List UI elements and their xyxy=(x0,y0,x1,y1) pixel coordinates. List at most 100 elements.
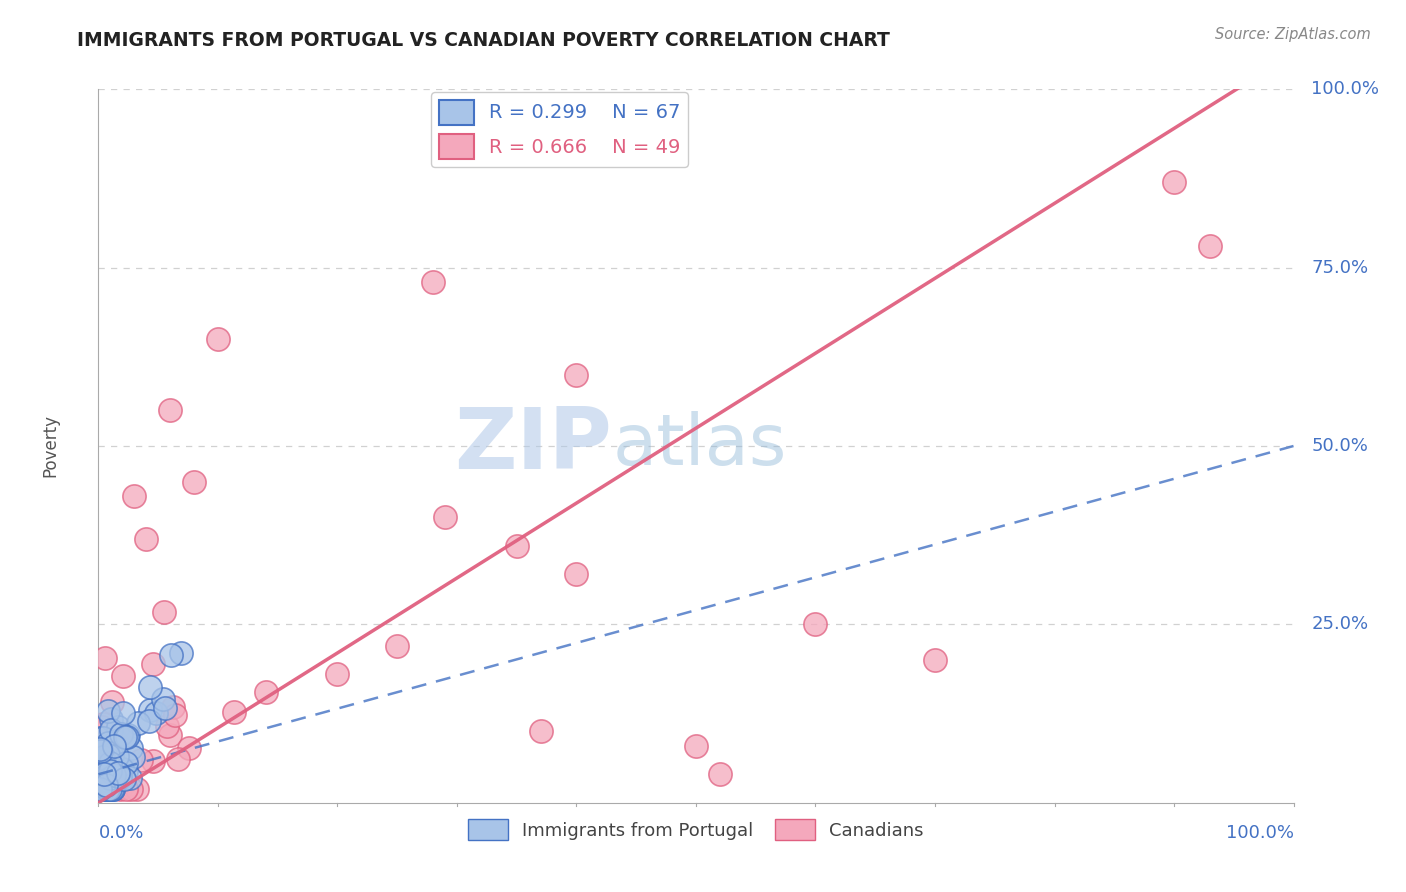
Point xyxy=(100,712,122,726)
Point xyxy=(97,781,120,796)
Point xyxy=(101,781,124,796)
Text: 75.0%: 75.0% xyxy=(1312,259,1368,277)
Point xyxy=(565,567,588,582)
Point xyxy=(159,729,181,743)
Point xyxy=(222,706,245,720)
Point xyxy=(93,767,115,781)
Point xyxy=(530,724,553,739)
Point xyxy=(385,639,409,653)
Point xyxy=(1163,175,1185,189)
Point xyxy=(115,764,138,779)
Text: ZIP: ZIP xyxy=(454,404,613,488)
Point xyxy=(114,775,136,789)
Point xyxy=(124,489,146,503)
Point xyxy=(98,756,121,770)
Point xyxy=(117,778,139,792)
Point xyxy=(105,749,128,764)
Point xyxy=(179,741,201,756)
Point xyxy=(152,692,174,706)
Point xyxy=(709,767,731,781)
Point xyxy=(804,617,827,632)
Point xyxy=(114,730,136,744)
Point xyxy=(96,739,118,754)
Point xyxy=(98,764,121,779)
Point xyxy=(107,766,129,780)
Point xyxy=(142,754,165,768)
Point xyxy=(114,756,136,770)
Text: 25.0%: 25.0% xyxy=(1312,615,1368,633)
Point xyxy=(169,646,191,660)
Point xyxy=(120,781,142,796)
Point xyxy=(207,332,229,346)
Text: 0.0%: 0.0% xyxy=(98,824,143,842)
Point xyxy=(91,716,114,731)
Point xyxy=(93,735,115,749)
Point xyxy=(93,731,115,745)
Point xyxy=(155,701,177,715)
Point xyxy=(167,751,190,765)
Point xyxy=(135,532,157,546)
Point xyxy=(97,704,120,718)
Point xyxy=(100,767,122,781)
Point xyxy=(90,768,112,782)
Point xyxy=(108,781,131,796)
Point xyxy=(96,756,118,771)
Point xyxy=(96,781,118,796)
Point xyxy=(127,716,149,731)
Point xyxy=(326,667,349,681)
Point xyxy=(89,731,111,745)
Point xyxy=(924,653,946,667)
Point xyxy=(145,706,167,720)
Point xyxy=(89,759,111,773)
Point xyxy=(104,759,127,773)
Point xyxy=(93,781,115,796)
Point xyxy=(97,736,120,750)
Point xyxy=(101,749,124,764)
Point xyxy=(685,739,707,753)
Point xyxy=(1199,239,1222,253)
Text: 100.0%: 100.0% xyxy=(1226,824,1294,842)
Point xyxy=(153,605,176,619)
Point xyxy=(97,781,120,796)
Point xyxy=(108,770,131,784)
Point xyxy=(142,657,165,672)
Point xyxy=(422,275,444,289)
Point xyxy=(129,753,152,767)
Point xyxy=(120,740,142,755)
Point xyxy=(93,651,115,665)
Point xyxy=(118,771,141,785)
Point xyxy=(254,685,277,699)
Point xyxy=(108,781,131,796)
Point xyxy=(183,475,205,489)
Point xyxy=(89,741,111,756)
Point xyxy=(100,723,122,737)
Point xyxy=(163,707,186,722)
Text: 50.0%: 50.0% xyxy=(1312,437,1368,455)
Point xyxy=(94,741,117,756)
Point xyxy=(100,772,122,786)
Point xyxy=(103,739,125,753)
Point xyxy=(115,781,138,796)
Legend: Immigrants from Portugal, Canadians: Immigrants from Portugal, Canadians xyxy=(461,812,931,847)
Point xyxy=(100,765,122,780)
Point xyxy=(91,749,114,764)
Point xyxy=(159,648,181,663)
Point xyxy=(117,731,139,745)
Point xyxy=(96,778,118,792)
Point xyxy=(89,781,111,796)
Point xyxy=(110,727,132,741)
Point xyxy=(103,768,125,782)
Point xyxy=(101,769,124,783)
Point xyxy=(93,772,115,787)
Point xyxy=(111,762,134,776)
Point xyxy=(139,703,162,717)
Text: IMMIGRANTS FROM PORTUGAL VS CANADIAN POVERTY CORRELATION CHART: IMMIGRANTS FROM PORTUGAL VS CANADIAN POV… xyxy=(77,31,890,50)
Text: 100.0%: 100.0% xyxy=(1312,80,1379,98)
Point xyxy=(111,770,134,784)
Point xyxy=(90,720,112,734)
Point xyxy=(506,539,529,553)
Text: Source: ZipAtlas.com: Source: ZipAtlas.com xyxy=(1215,27,1371,42)
Point xyxy=(139,680,162,694)
Point xyxy=(94,780,117,794)
Point xyxy=(103,774,125,789)
